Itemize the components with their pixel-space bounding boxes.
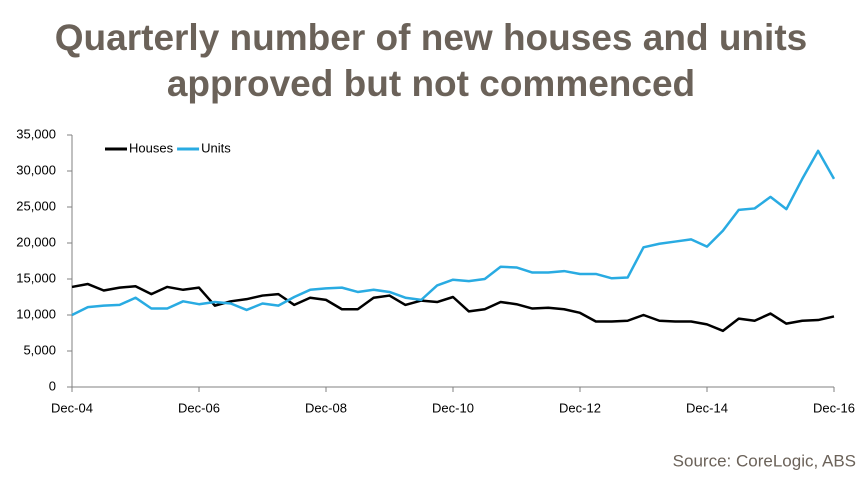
y-tick-label: 30,000 xyxy=(16,162,56,177)
x-tick-label: Dec-06 xyxy=(178,400,220,415)
y-tick-label: 35,000 xyxy=(16,126,56,141)
series-line xyxy=(71,149,836,317)
y-tick-label: 5,000 xyxy=(23,342,56,357)
chart-subtitle: approved but not commenced xyxy=(167,63,695,104)
y-tick-label: 15,000 xyxy=(16,270,56,285)
x-tick-label: Dec-14 xyxy=(686,400,728,415)
x-tick-label: Dec-08 xyxy=(305,400,347,415)
legend-label: Units xyxy=(201,140,231,155)
x-tick-label: Dec-12 xyxy=(559,400,601,415)
y-tick-label: 20,000 xyxy=(16,234,56,249)
chart-title: Quarterly number of new houses and units xyxy=(55,17,807,58)
y-tick-label: 0 xyxy=(49,378,56,393)
y-tick-label: 25,000 xyxy=(16,198,56,213)
x-tick-label: Dec-16 xyxy=(813,400,855,415)
y-tick-label: 10,000 xyxy=(16,306,56,321)
source: Source: CoreLogic, ABS xyxy=(673,451,856,470)
x-tick-label: Dec-10 xyxy=(432,400,474,415)
x-tick-label: Dec-04 xyxy=(51,400,93,415)
legend-label: Houses xyxy=(129,140,174,155)
series-line xyxy=(71,282,835,333)
